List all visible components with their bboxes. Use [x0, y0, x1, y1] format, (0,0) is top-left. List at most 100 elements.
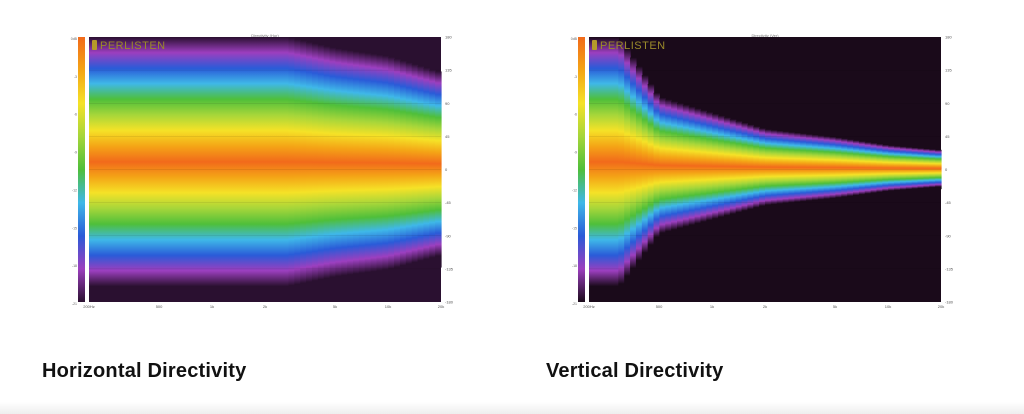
heatmap-column	[253, 37, 260, 302]
heatmap-column	[270, 37, 278, 302]
colorbar-tick-label: -21	[572, 302, 577, 306]
heatmap-column	[853, 140, 860, 199]
colorbar-tick-label: -15	[72, 226, 77, 230]
x-tick-label: 200Hz	[583, 304, 595, 309]
y-tick-label: -45	[445, 200, 452, 205]
heatmap-column	[747, 124, 754, 215]
heatmap-column	[423, 67, 430, 272]
heatmap-column	[659, 97, 666, 242]
heatmap-column	[276, 37, 284, 302]
heatmap-column	[294, 39, 301, 300]
heatmap-column	[929, 149, 936, 190]
vertical-directivity-caption: Vertical Directivity	[546, 360, 724, 382]
heatmap-column	[729, 119, 737, 220]
heatmap-column	[353, 51, 360, 288]
colorbar-tick-label: -12	[572, 188, 577, 192]
heatmap-column	[899, 146, 907, 193]
heatmap-column	[141, 37, 149, 302]
colorbar	[578, 37, 585, 302]
heatmap-column	[653, 92, 660, 247]
heatmap-column	[159, 37, 166, 302]
heatmap-column	[118, 37, 125, 302]
heatmap-column	[306, 42, 313, 297]
svg-text:PERLISTEN: PERLISTEN	[600, 40, 666, 52]
heatmap-column	[594, 37, 602, 302]
colorbar-tick-label: -21	[72, 302, 77, 306]
heatmap-column	[382, 55, 389, 284]
heatmap-column	[394, 58, 401, 281]
heatmap-column	[376, 54, 383, 285]
x-tick-label: 200Hz	[83, 304, 95, 309]
colorbar-tick-label: 0dB	[571, 37, 578, 41]
heatmap-column	[864, 142, 872, 197]
heatmap-column	[624, 48, 631, 291]
colorbar	[78, 37, 85, 302]
colorbar-tick-label: -9	[574, 151, 577, 155]
y-tick-label: 0	[945, 167, 948, 172]
x-tick-label: 10k	[385, 304, 391, 309]
colorbar-tick-label: 0dB	[71, 37, 78, 41]
heatmap-column	[612, 37, 619, 302]
heatmap-column	[311, 43, 319, 296]
heatmap-column	[429, 69, 436, 270]
heatmap-column	[358, 52, 366, 287]
heatmap-column	[135, 37, 143, 302]
svg-text:PERLISTEN: PERLISTEN	[100, 40, 166, 52]
x-tick-label: 500	[656, 304, 663, 309]
heatmap-column	[347, 50, 354, 289]
y-tick-label: -180	[445, 300, 454, 305]
heatmap-column	[894, 146, 901, 193]
colorbar-tick-label: -3	[74, 75, 77, 79]
vertical-directivity-plot: 0dB -3 -6 -9 -12 -15 -18 -21 180 135 90 45 0 -45 -90 -1…	[571, 35, 954, 310]
y-tick-label: 0	[445, 167, 448, 172]
heatmap-column	[630, 57, 637, 282]
heatmap-column	[112, 37, 119, 302]
x-tick-label: 1k	[710, 304, 714, 309]
heatmap-column	[130, 37, 137, 302]
heatmap-column	[399, 60, 407, 279]
heatmap-column	[800, 133, 807, 206]
heatmap-column	[841, 138, 848, 201]
colorbar-tick-label: -18	[572, 264, 577, 268]
heatmap-column	[876, 143, 883, 196]
colorbar-tick-label: -6	[74, 113, 77, 117]
chart-title: Directivity (Hor)	[251, 33, 279, 38]
heatmap-column	[153, 37, 160, 302]
heatmap-column	[835, 137, 842, 202]
heatmap-column	[829, 136, 836, 203]
heatmap-column	[600, 37, 608, 302]
x-tick-label: 500	[156, 304, 163, 309]
heatmap-column	[735, 120, 743, 219]
heatmap-column	[718, 115, 725, 224]
heatmap-column	[417, 66, 424, 273]
y-tick-label: -135	[445, 266, 454, 271]
heatmap-column	[411, 64, 419, 275]
heatmap-column	[688, 106, 696, 233]
y-tick-label: -90	[445, 233, 452, 238]
heatmap-column	[370, 53, 378, 286]
heatmap-column	[188, 37, 196, 302]
heatmap-column	[677, 103, 684, 236]
heatmap-column	[147, 37, 155, 302]
heatmap-column	[882, 144, 889, 195]
heatmap-column	[405, 62, 413, 277]
y-tick-label: -90	[945, 233, 952, 238]
x-tick-label: 20k	[438, 304, 444, 309]
horizontal-directivity-plot: 0dB -3 -6 -9 -12 -15 -18 -21 180 135 90 45 0 -45 -90 -1…	[71, 35, 454, 310]
x-tick-label: 20k	[938, 304, 944, 309]
brand-logo: PERLISTEN	[92, 40, 166, 52]
heatmap-column	[782, 131, 790, 208]
colorbar-tick-label: -9	[74, 151, 77, 155]
vertical-directivity-chart: Directivity (Ver) 0dB -3 -6 -9 -12 -15 -18 -21 1…	[571, 32, 955, 310]
x-tick-label: 2k	[763, 304, 767, 309]
heatmap-column	[388, 57, 395, 282]
heatmap-column	[935, 149, 942, 190]
colorbar-tick-label: -3	[574, 75, 577, 79]
heatmap-column	[811, 134, 819, 205]
heatmap-column	[923, 148, 930, 191]
heatmap-column	[911, 147, 919, 192]
y-tick-label: 90	[945, 101, 950, 106]
brand-logo: PERLISTEN	[592, 40, 666, 52]
colorbar-tick-label: -18	[72, 264, 77, 268]
heatmap-column	[435, 71, 442, 268]
